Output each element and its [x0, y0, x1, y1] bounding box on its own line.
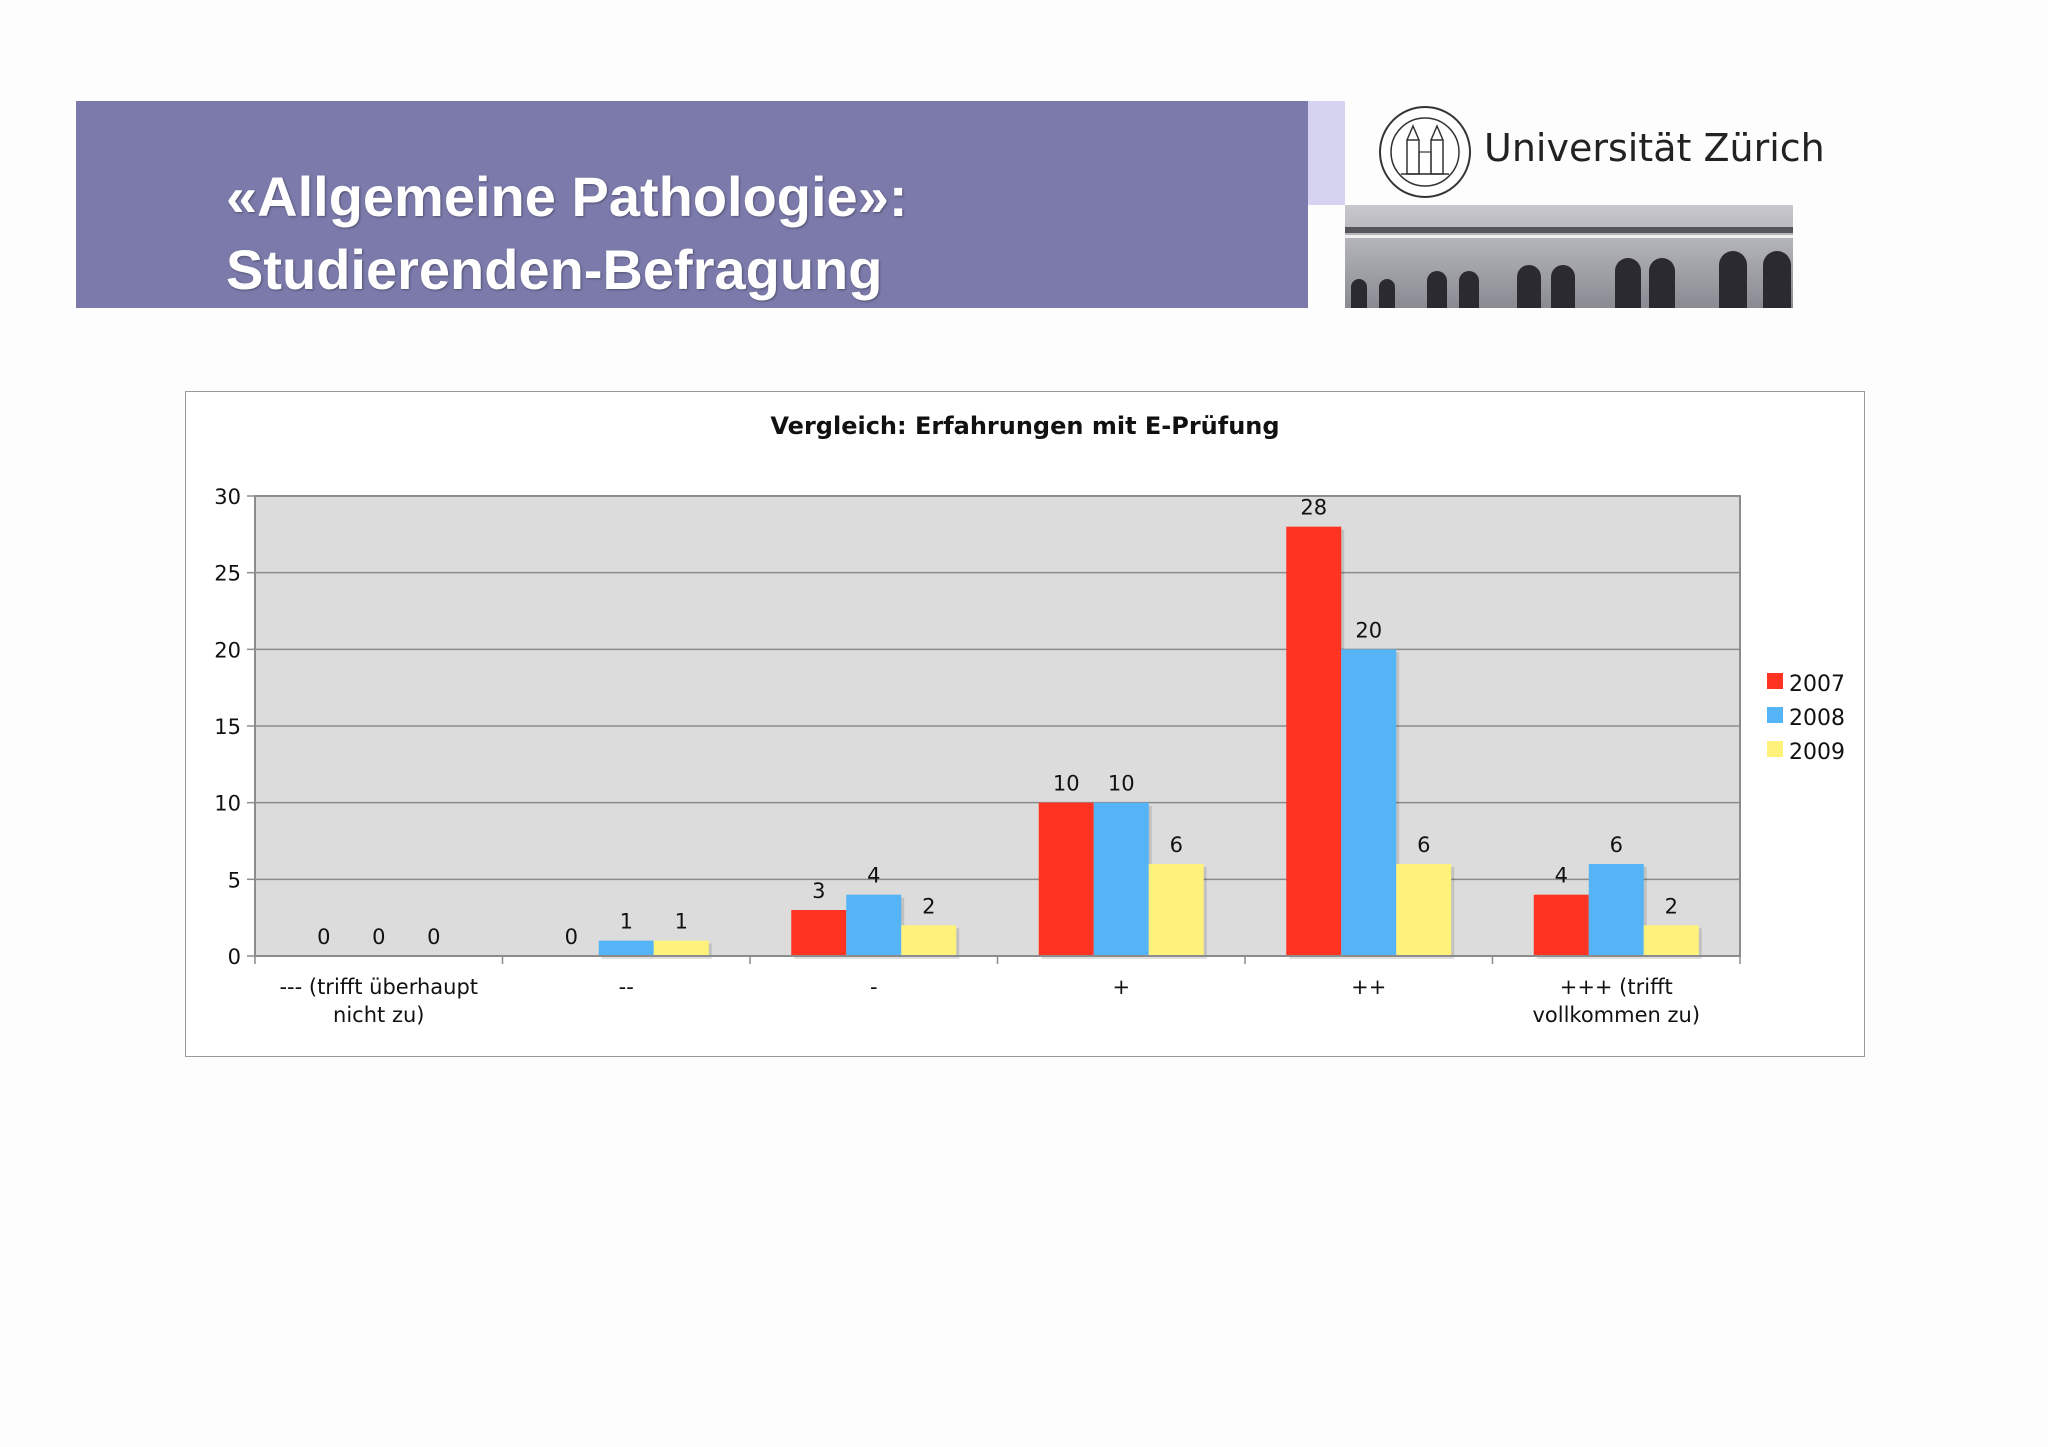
- building-photo: [1345, 205, 1793, 308]
- y-tick-label: 0: [228, 945, 241, 969]
- y-tick-label: 10: [214, 792, 241, 816]
- bar-2008: [598, 940, 654, 956]
- bar-2007: [1533, 894, 1589, 956]
- data-label: 10: [1053, 772, 1080, 796]
- university-name: Universität Zürich: [1484, 126, 1825, 170]
- bar-2008: [1588, 864, 1644, 956]
- header-accent: [1308, 101, 1345, 205]
- data-label: 6: [1417, 833, 1430, 857]
- university-seal-logo: [1379, 106, 1471, 198]
- page-title: «Allgemeine Pathologie»: Studierenden-Be…: [226, 160, 908, 306]
- x-tick-label: +++ (trifft: [1560, 975, 1673, 999]
- bar-2009: [653, 940, 709, 956]
- legend-swatch-2009: [1767, 741, 1783, 757]
- data-label: 4: [867, 864, 880, 888]
- legend-swatch-2008: [1767, 707, 1783, 723]
- y-tick-label: 5: [228, 868, 241, 892]
- data-label: 6: [1170, 833, 1183, 857]
- data-label: 0: [317, 925, 330, 949]
- bar-chart: Vergleich: Erfahrungen mit E-Prüfung 0 5 1…: [214, 412, 1845, 1027]
- chart-title: Vergleich: Erfahrungen mit E-Prüfung: [770, 412, 1279, 440]
- bar-2007: [791, 910, 847, 956]
- header-band: [76, 101, 1308, 308]
- page-title-line1: «Allgemeine Pathologie»:: [226, 165, 908, 228]
- x-tick-label: nicht zu): [333, 1003, 424, 1027]
- legend-swatch-2007: [1767, 673, 1783, 689]
- data-label: 2: [922, 894, 935, 918]
- bar-2009: [1396, 864, 1452, 956]
- page-title-line2: Studierenden-Befragung: [226, 238, 883, 301]
- x-tick-label: +: [1112, 975, 1130, 999]
- bar-2008: [846, 894, 902, 956]
- bar-2007: [1038, 802, 1094, 956]
- bar-2008: [1093, 802, 1149, 956]
- data-label: 1: [675, 910, 688, 934]
- bar-2009: [901, 925, 957, 956]
- bar-2009: [1643, 925, 1699, 956]
- data-label: 0: [565, 925, 578, 949]
- y-tick-label: 25: [214, 562, 241, 586]
- data-label: 4: [1555, 864, 1568, 888]
- data-label: 10: [1108, 772, 1135, 796]
- x-tick-label: --: [619, 975, 634, 999]
- legend-label-2007: 2007: [1789, 672, 1845, 697]
- data-label: 1: [620, 910, 633, 934]
- data-label: 2: [1665, 894, 1678, 918]
- x-tick-label: ++: [1351, 975, 1386, 999]
- legend-label-2009: 2009: [1789, 740, 1845, 765]
- data-label: 0: [372, 925, 385, 949]
- x-tick-label: -: [870, 975, 878, 999]
- x-tick-label: vollkommen zu): [1532, 1003, 1700, 1027]
- data-label: 28: [1300, 496, 1327, 520]
- y-tick-label: 30: [214, 485, 241, 509]
- bar-2007: [1286, 526, 1342, 956]
- y-tick-label: 15: [214, 715, 241, 739]
- data-label: 0: [427, 925, 440, 949]
- bars: 0 0 0 0 1 1 3 4 2 10 10 6 28 20 6 4 6 2: [317, 496, 1702, 959]
- x-tick-label: --- (trifft überhaupt: [279, 975, 478, 999]
- y-axis-ticks: 0 5 10 15 20 25 30: [214, 485, 255, 969]
- y-tick-label: 20: [214, 638, 241, 662]
- data-label: 20: [1355, 618, 1382, 642]
- bar-2008: [1341, 649, 1397, 956]
- legend-label-2008: 2008: [1789, 706, 1845, 731]
- data-label: 3: [812, 879, 825, 903]
- data-label: 6: [1610, 833, 1623, 857]
- legend: 2007 2008 2009: [1767, 672, 1845, 765]
- bar-2009: [1148, 864, 1204, 956]
